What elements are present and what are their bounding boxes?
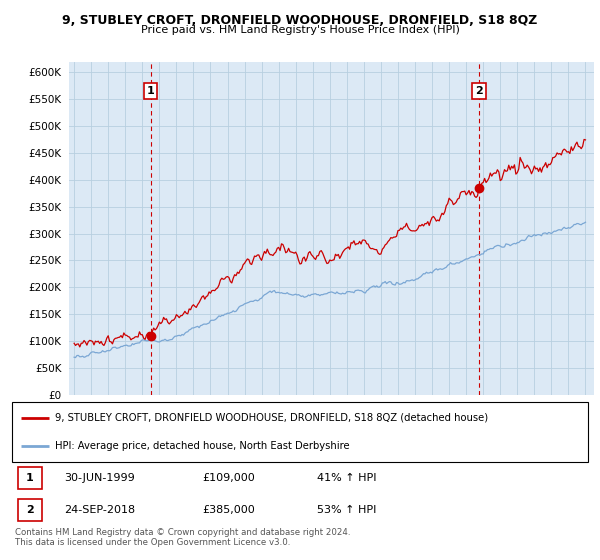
Text: 41% ↑ HPI: 41% ↑ HPI (317, 473, 377, 483)
Text: 1: 1 (147, 86, 155, 96)
Text: 2: 2 (475, 86, 483, 96)
FancyBboxPatch shape (18, 499, 42, 521)
FancyBboxPatch shape (12, 402, 588, 462)
Text: 53% ↑ HPI: 53% ↑ HPI (317, 505, 377, 515)
Text: 1: 1 (26, 473, 34, 483)
Text: 9, STUBLEY CROFT, DRONFIELD WOODHOUSE, DRONFIELD, S18 8QZ: 9, STUBLEY CROFT, DRONFIELD WOODHOUSE, D… (62, 14, 538, 27)
FancyBboxPatch shape (18, 467, 42, 489)
Text: 30-JUN-1999: 30-JUN-1999 (64, 473, 134, 483)
Text: HPI: Average price, detached house, North East Derbyshire: HPI: Average price, detached house, Nort… (55, 441, 350, 451)
Text: 24-SEP-2018: 24-SEP-2018 (64, 505, 135, 515)
Text: 9, STUBLEY CROFT, DRONFIELD WOODHOUSE, DRONFIELD, S18 8QZ (detached house): 9, STUBLEY CROFT, DRONFIELD WOODHOUSE, D… (55, 413, 488, 423)
Text: Contains HM Land Registry data © Crown copyright and database right 2024.
This d: Contains HM Land Registry data © Crown c… (15, 528, 350, 547)
Text: Price paid vs. HM Land Registry's House Price Index (HPI): Price paid vs. HM Land Registry's House … (140, 25, 460, 35)
Text: £109,000: £109,000 (202, 473, 255, 483)
Text: 2: 2 (26, 505, 34, 515)
Text: £385,000: £385,000 (202, 505, 255, 515)
